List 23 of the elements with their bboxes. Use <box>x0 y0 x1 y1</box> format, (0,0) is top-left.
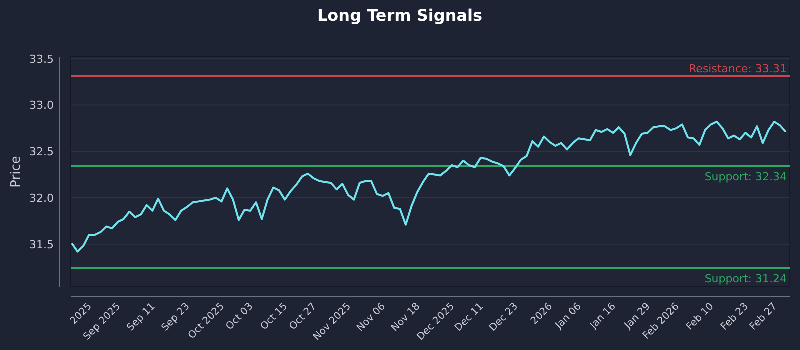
chart-title: Long Term Signals <box>317 6 483 25</box>
x-tick-label: Feb 27 <box>748 301 780 333</box>
x-tick-label: Feb 10 <box>684 301 716 333</box>
y-tick-label: 33.0 <box>30 99 54 112</box>
x-tick-label: Oct 15 <box>258 301 290 333</box>
x-tick-label: Oct 27 <box>288 301 319 333</box>
x-tick-label: Dec 23 <box>488 301 520 334</box>
y-tick-label: 32.0 <box>30 192 54 205</box>
x-tick-label: Jan 06 <box>553 301 584 332</box>
ref-line-label: Support: 31.24 <box>704 272 787 286</box>
ref-line-label: Resistance: 33.31 <box>689 62 787 76</box>
y-tick-label: 31.5 <box>30 238 54 252</box>
x-tick-label: Dec 11 <box>453 301 486 334</box>
x-tick-label: Jan 16 <box>588 301 618 332</box>
x-tick-label: Feb 23 <box>719 301 751 333</box>
y-tick-label: 33.5 <box>30 52 54 66</box>
ref-line-label: Support: 32.34 <box>704 170 787 184</box>
y-axis-title: Price <box>9 156 24 188</box>
x-tick-label: Oct 03 <box>224 301 256 333</box>
x-tick-label: Sep 11 <box>125 301 158 334</box>
x-tick-label: Nov 06 <box>355 301 388 334</box>
line-series <box>71 120 787 253</box>
y-tick-label: 32.5 <box>30 146 54 159</box>
